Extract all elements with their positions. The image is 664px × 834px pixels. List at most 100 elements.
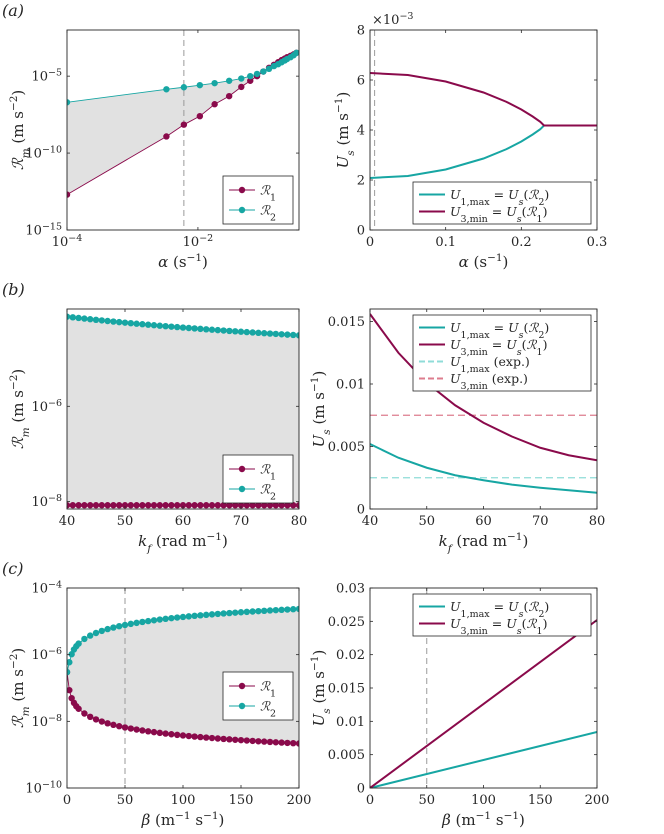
y-tick-base: 10 [25,782,42,797]
data-point [87,632,94,639]
legend-label-part: = [488,204,506,219]
chart-c-right: 0 50 100 150 200 0 0.005 0.01 0.015 0.02 0.025 0.03… [309,582,609,830]
data-point [110,318,117,325]
legend-label-part: U [450,320,461,335]
legend-label-part: ℛ [260,183,271,198]
data-point [237,736,245,744]
label-part: k [138,532,147,550]
y-tick-label: 10−4 [31,579,62,597]
legend-label-part: ) [544,320,549,335]
data-point [220,610,227,617]
label-part: −1 [187,252,202,264]
data-point [266,502,274,509]
y-tick-label: 0.02 [336,648,365,663]
x-tick-base: 0 [366,793,374,808]
data-point [145,502,152,509]
x-tick-label: 10−2 [183,233,214,251]
legend-label-part: 1 [270,471,276,482]
y-tick-base: 10 [25,147,42,162]
y-tick-label: 0.01 [336,378,365,393]
x-tick-base: 10 [183,235,200,250]
y-tick-base: 0.005 [328,748,365,763]
label-part: −2 [8,375,20,390]
legend-label: ℛ1 [260,679,276,700]
data-point [121,502,129,509]
legend-label-part: ( [524,187,529,202]
y-multiplier-base: ×10 [372,13,399,28]
legend: U1,max = Us(ℛ2)U3,min = Us(ℛ1)U1,max (ex… [412,314,592,392]
data-point [196,112,204,120]
legend-label-part: 1 [537,626,543,637]
label-part: −1 [487,252,502,264]
x-tick-label: 0.1 [435,235,456,250]
y-tick-base: 0.015 [328,682,365,697]
data-point [232,609,239,616]
series-line-2 [370,313,597,462]
data-point [185,502,192,509]
data-point [278,502,285,509]
label-part: (rad m [452,532,507,550]
data-point [214,735,221,742]
data-point [133,502,140,509]
data-point [284,502,291,509]
data-point [249,737,256,745]
x-tick-base: 10 [52,235,69,250]
label-part: (s [168,253,186,271]
x-tick-base: 50 [117,793,134,808]
data-point [261,502,268,509]
y-tick-label: 10−8 [31,493,62,511]
label-part: f [447,543,454,555]
data-point [179,732,187,739]
label-part: −1 [333,98,345,113]
data-point [98,317,106,324]
series-line-2 [370,72,597,127]
data-point [272,330,279,338]
legend-label: ℛ1 [260,462,276,483]
data-point [261,738,268,745]
legend-label-part: ) [543,616,548,631]
x-tick-label: 50 [418,793,435,808]
legend-label-part: 3,min [461,381,488,392]
label-part: (m s [334,113,352,150]
data-point [203,502,210,509]
x-tick-label: 70 [532,514,549,529]
data-point [180,121,188,128]
x-tick-label: 40 [59,514,76,529]
data-point [278,331,285,338]
legend-label-part: = [490,187,508,202]
legend-label-part: ℛ [260,462,271,477]
y-tick-base: 10 [31,400,48,415]
legend-label-part: s [519,609,524,620]
legend-label-part: ℛ [260,679,271,694]
data-point [133,619,140,627]
legend-label: U1,max = Us(ℛ2) [450,320,549,341]
x-tick-label: 0 [366,793,374,808]
legend-label-part: ( [522,337,527,352]
data-point [98,627,106,635]
data-point [162,730,169,737]
data-point [110,502,117,509]
data-point [67,313,71,320]
legend-label-part: ) [544,187,549,202]
data-point [75,502,82,509]
data-point [197,502,204,509]
x-tick-label: 10−4 [52,233,83,251]
y-tick-label: 0 [357,503,365,518]
legend: U1,max = Us(ℛ2)U3,min = Us(ℛ1) [412,593,592,637]
legend-label-part: 3,min [461,626,488,637]
label-part: −2 [8,654,20,669]
data-point [261,330,268,337]
x-tick-base: 70 [233,514,250,529]
data-point [116,502,123,509]
y-tick-base: 0.01 [336,715,365,730]
x-tick-label: 50 [418,514,435,529]
y-tick-label: 10−10 [25,144,62,162]
label-part: α [158,253,168,271]
legend-label-part: 2 [270,212,276,223]
legend-label-part: ( [522,204,527,219]
data-point [238,83,245,91]
legend-label-part: 2 [538,330,544,341]
x-tick-base: 150 [229,793,254,808]
